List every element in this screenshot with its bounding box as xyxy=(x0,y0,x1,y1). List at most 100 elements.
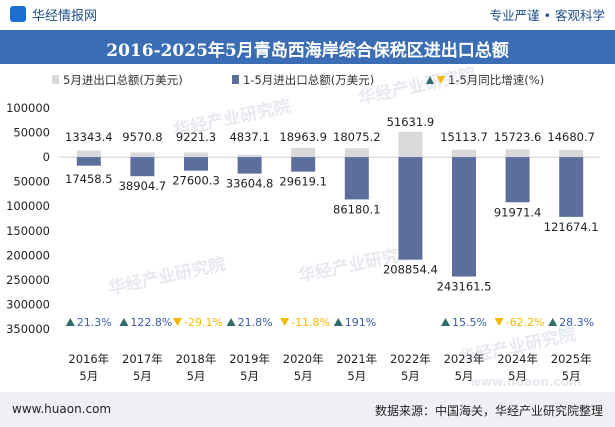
label-ytd: 86180.1 xyxy=(333,202,381,216)
x-tick-label-year: 2017年 xyxy=(122,352,163,366)
bar-may xyxy=(559,149,584,158)
growth-label: -29.1% xyxy=(184,316,223,329)
x-tick-label-month: 5月 xyxy=(79,369,98,383)
x-tick-label-month: 5月 xyxy=(347,369,366,383)
bar-ytd xyxy=(291,157,316,172)
bar-may xyxy=(505,149,530,158)
growth-up-icon xyxy=(119,318,129,326)
bar-may xyxy=(452,149,476,158)
x-tick-label-year: 2021年 xyxy=(336,352,377,366)
growth-up-icon xyxy=(548,318,558,326)
label-may: 9221.3 xyxy=(176,130,216,144)
chart-title: 2016-2025年5月青岛西海岸综合保税区进出口总额 xyxy=(106,41,509,61)
x-axis: 2016年 5月 2017年 5月 2018年 5月 2019年 5月 2020年 5月 2021年… xyxy=(68,352,591,383)
growth-label: -62.2% xyxy=(506,316,545,329)
y-tick-label: 0 xyxy=(43,150,50,164)
growth-label: 15.5% xyxy=(452,316,487,329)
footer-source: 数据来源：中国海关，华经产业研究院整理 xyxy=(374,404,603,418)
label-ytd: 208854.4 xyxy=(383,263,438,277)
bar-may xyxy=(398,131,423,158)
bar-ytd xyxy=(505,157,530,203)
x-tick-label-year: 2018年 xyxy=(176,352,217,366)
growth-up-icon xyxy=(333,318,343,326)
growth-label: 191% xyxy=(345,316,376,329)
y-tick-label: 100000 xyxy=(6,101,50,115)
brand-logo-icon xyxy=(10,6,26,22)
label-ytd: 27600.3 xyxy=(172,174,220,188)
legend-label-may: 5月进出口总额(万美元) xyxy=(63,73,183,87)
label-may: 4837.1 xyxy=(229,130,269,144)
label-ytd: 243161.5 xyxy=(437,280,492,294)
bar-ytd xyxy=(398,157,423,260)
legend: 5月进出口总额(万美元) 1-5月进出口总额(万美元) 1-5月同比增速(%) xyxy=(52,73,544,87)
label-ytd: 29619.1 xyxy=(279,175,327,189)
x-tick-label-month: 5月 xyxy=(240,369,259,383)
x-tick-label-year: 2020年 xyxy=(283,352,324,366)
y-tick-label: 150000 xyxy=(6,224,50,238)
bar-ytd xyxy=(344,157,369,200)
x-tick-label-year: 2016年 xyxy=(68,352,109,366)
top-bar: 华经情报网 专业严谨 • 客观科学 xyxy=(0,0,615,30)
legend-down-icon xyxy=(437,76,445,84)
legend-label-ytd: 1-5月进出口总额(万美元) xyxy=(243,73,374,87)
growth-up-icon xyxy=(226,318,236,326)
x-tick-label-month: 5月 xyxy=(401,369,420,383)
bar-may xyxy=(291,147,316,158)
data-labels: 13343.4 17458.5 9570.8 38904.7 9221.3 27600.3… xyxy=(65,115,599,294)
label-ytd: 33604.8 xyxy=(226,177,274,191)
x-tick-label-month: 5月 xyxy=(508,369,527,383)
label-may: 15723.6 xyxy=(494,130,542,144)
bar-ytd xyxy=(237,157,262,174)
x-tick-label-month: 5月 xyxy=(187,369,206,383)
growth-label: -11.8% xyxy=(291,316,330,329)
bar-ytd xyxy=(130,157,155,177)
growth-down-icon xyxy=(173,318,182,326)
bar-may xyxy=(237,154,262,158)
title-bar: 2016-2025年5月青岛西海岸综合保税区进出口总额 xyxy=(0,30,615,64)
bar-may xyxy=(184,152,208,158)
legend-swatch-may xyxy=(52,75,59,84)
label-ytd: 17458.5 xyxy=(65,172,113,186)
y-tick-label: 250000 xyxy=(6,273,50,287)
x-tick-label-month: 5月 xyxy=(455,369,474,383)
growth-label: 122.8% xyxy=(130,316,172,329)
brand-name: 华经情报网 xyxy=(32,9,98,24)
x-tick-label-month: 5月 xyxy=(562,369,581,383)
bars xyxy=(76,131,584,277)
watermark-text: 华经产业研究院 xyxy=(107,254,228,299)
growth-down-icon xyxy=(280,318,290,326)
label-may: 15113.7 xyxy=(440,130,488,144)
y-tick-label: 200000 xyxy=(6,248,50,262)
label-ytd: 38904.7 xyxy=(119,179,167,193)
growth-up-icon xyxy=(441,318,450,326)
growth-down-icon xyxy=(494,318,504,326)
footer-website: www.huaon.com xyxy=(12,402,112,416)
growth-label: 28.3% xyxy=(559,316,594,329)
legend-swatch-ytd xyxy=(232,75,239,84)
bar-ytd xyxy=(184,157,208,171)
x-tick-label-month: 5月 xyxy=(133,369,152,383)
tagline: 专业严谨 • 客观科学 xyxy=(489,8,605,23)
growth-label: 21.8% xyxy=(238,316,273,329)
footer: www.huaon.com 数据来源：中国海关，华经产业研究院整理 xyxy=(0,392,615,427)
watermark-url: www.huaon.com xyxy=(470,375,581,389)
bar-may xyxy=(76,150,101,158)
label-may: 51631.9 xyxy=(387,115,435,129)
label-may: 13343.4 xyxy=(65,130,113,144)
bar-ytd xyxy=(559,157,584,217)
growth-markers: 21.3% 122.8% -29.1% 21.8% -11.8% 191% 15.5% -62… xyxy=(65,316,594,329)
x-tick-label-year: 2025年 xyxy=(551,352,592,366)
bar-may xyxy=(130,152,155,158)
bar-ytd xyxy=(452,157,476,277)
x-tick-label-year: 2019年 xyxy=(229,352,270,366)
x-tick-label-year: 2024年 xyxy=(497,352,538,366)
label-may: 9570.8 xyxy=(122,130,162,144)
y-tick-label: 50000 xyxy=(13,126,50,140)
label-may: 18075.2 xyxy=(333,130,381,144)
y-axis: 100000 50000 0 50000 100000 150000 200000 25000… xyxy=(6,101,600,336)
x-tick-label-month: 5月 xyxy=(294,369,313,383)
label-may: 14680.7 xyxy=(547,130,595,144)
y-tick-label: 300000 xyxy=(6,297,50,311)
